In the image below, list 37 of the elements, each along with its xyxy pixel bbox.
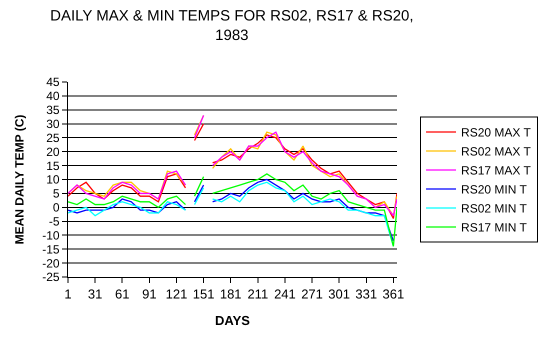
x-axis-title: DAYS — [215, 313, 250, 328]
x-tick-label: 181 — [220, 286, 242, 302]
chart-title: DAILY MAX & MIN TEMPS FOR RS02, RS17 & RS20, 1983 — [50, 7, 414, 44]
y-tick-label: -10 — [42, 228, 60, 242]
y-tick-label: 30 — [46, 116, 60, 131]
x-tick-label: 301 — [328, 286, 350, 302]
legend-label: RS02 MAX T — [461, 144, 532, 159]
y-tick-label: -20 — [42, 256, 60, 270]
x-tick-label: 91 — [142, 286, 157, 302]
y-tick-label: -25 — [42, 270, 60, 284]
y-tick-label: -15 — [42, 242, 60, 256]
legend-label: RS17 MIN T — [461, 220, 528, 235]
y-tick-label: 25 — [46, 130, 60, 145]
y-tick-label: 45 — [46, 75, 60, 90]
y-axis-title: MEAN DAILY TEMP (C) — [12, 114, 27, 244]
y-tick-label: 15 — [46, 158, 60, 173]
legend-label: RS20 MIN T — [461, 182, 528, 197]
y-tick-label: 40 — [46, 89, 60, 104]
y-tick-label: -5 — [48, 214, 60, 228]
x-tick-label: 151 — [192, 286, 214, 302]
x-tick-label: 331 — [355, 286, 378, 302]
y-tick-label: 0 — [52, 200, 60, 215]
x-tick-label: 1 — [64, 286, 72, 302]
y-tick-label: 5 — [52, 186, 60, 201]
x-tick-label: 361 — [382, 286, 404, 302]
legend-label: RS02 MIN T — [461, 202, 528, 216]
y-tick-label: 10 — [46, 172, 60, 187]
x-tick-label: 271 — [301, 286, 323, 302]
x-tick-label: 121 — [166, 286, 188, 302]
x-tick-label: 31 — [88, 286, 102, 302]
x-tick-label: 61 — [114, 286, 130, 302]
legend-label: RS20 MAX T — [461, 126, 532, 140]
y-tick-label: 35 — [46, 103, 60, 118]
x-tick-label: 211 — [247, 286, 268, 302]
y-tick-label: 20 — [46, 144, 60, 159]
legend-label: RS17 MAX T — [461, 164, 532, 178]
x-tick-label: 241 — [274, 286, 296, 302]
